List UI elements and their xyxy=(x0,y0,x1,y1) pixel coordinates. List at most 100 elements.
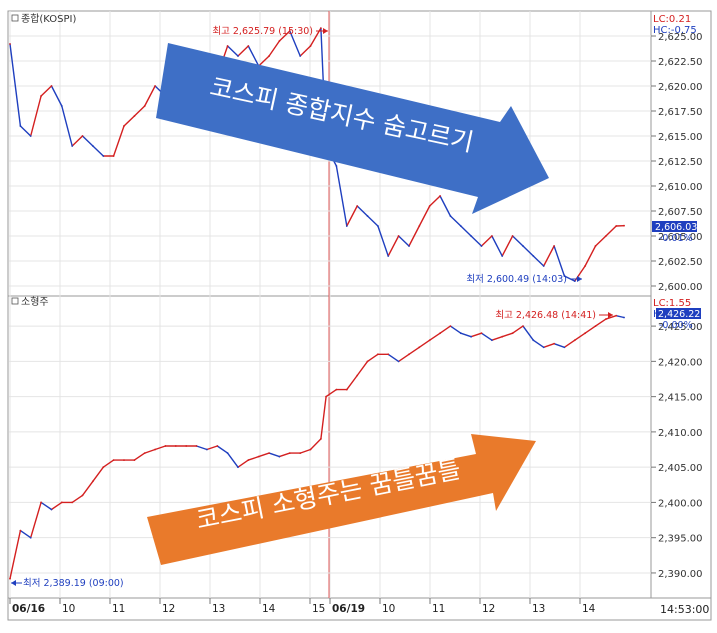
panel-menu-icon[interactable] xyxy=(12,298,18,304)
x-tick-label: 12 xyxy=(162,603,175,615)
kospi-data-point xyxy=(9,43,11,45)
kospi-data-point xyxy=(40,95,42,97)
kospi-data-point xyxy=(623,225,625,227)
kospi-data-point xyxy=(82,135,84,137)
smallcap-data-point xyxy=(501,336,503,338)
kospi-lc-indicator: LC:0.21 xyxy=(653,14,691,25)
kospi-data-point xyxy=(595,245,597,247)
smallcap-data-point xyxy=(450,325,452,327)
smallcap-data-point xyxy=(237,466,239,468)
kospi-data-point xyxy=(154,85,156,87)
kospi-data-point xyxy=(144,105,146,107)
smallcap-data-point xyxy=(134,459,136,461)
kospi-data-point xyxy=(615,225,617,227)
smallcap-data-point xyxy=(175,445,177,447)
kospi-data-point xyxy=(439,195,441,197)
smallcap-data-point xyxy=(418,346,420,348)
kospi-data-point xyxy=(429,205,431,207)
kospi-data-point xyxy=(377,225,379,227)
kospi-data-point xyxy=(71,145,73,147)
x-tick-label: 13 xyxy=(212,603,225,615)
smallcap-data-point xyxy=(247,459,249,461)
kospi-data-point xyxy=(460,225,462,227)
smallcap-data-point xyxy=(356,375,358,377)
kospi-data-point xyxy=(20,125,22,127)
smallcap-data-point xyxy=(123,459,125,461)
smallcap-data-point xyxy=(336,389,338,391)
smallcap-data-point xyxy=(439,332,441,334)
smallcap-data-point xyxy=(258,456,260,458)
smallcap-high-annotation: 최고 2,426.48 (14:41) xyxy=(495,310,596,321)
kospi-data-point xyxy=(247,45,249,47)
kospi-data-point xyxy=(418,225,420,227)
kospi-last-change: -0.01% xyxy=(659,233,693,244)
kospi-data-point xyxy=(470,235,472,237)
y-tick-label: 2,415.00 xyxy=(658,393,703,404)
smallcap-data-point xyxy=(605,318,607,320)
smallcap-data-point xyxy=(289,452,291,454)
x-tick-label: 12 xyxy=(482,603,495,615)
smallcap-last-value: 2,426.22 xyxy=(658,309,700,320)
smallcap-data-point xyxy=(491,339,493,341)
kospi-high-annotation: 최고 2,625.79 (15:30) xyxy=(212,26,313,37)
smallcap-low-annotation: 최저 2,389.19 (09:00) xyxy=(23,578,124,589)
smallcap-data-point xyxy=(82,495,84,497)
kospi-data-point xyxy=(299,55,301,57)
smallcap-data-point xyxy=(543,346,545,348)
smallcap-lc-indicator: LC:1.55 xyxy=(653,298,691,309)
x-tick-label: 06/16 xyxy=(12,603,45,615)
kospi-data-point xyxy=(398,235,400,237)
smallcap-data-point xyxy=(553,343,555,345)
smallcap-data-point xyxy=(512,332,514,334)
kospi-data-point xyxy=(51,85,53,87)
x-tick-label: 10 xyxy=(382,603,395,615)
y-tick-label: 2,617.50 xyxy=(658,107,703,118)
smallcap-data-point xyxy=(522,325,524,327)
x-tick-label: 14 xyxy=(262,603,276,615)
smallcap-data-point xyxy=(387,353,389,355)
kospi-data-point xyxy=(92,145,94,147)
x-tick-label: 06/19 xyxy=(332,603,365,615)
kospi-data-point xyxy=(543,265,545,267)
y-tick-label: 2,607.50 xyxy=(658,207,703,218)
smallcap-data-point xyxy=(470,336,472,338)
kospi-data-point xyxy=(113,155,115,157)
smallcap-panel-title: 소형주 xyxy=(21,296,49,308)
smallcap-data-point xyxy=(20,530,22,532)
y-tick-label: 2,602.50 xyxy=(658,257,703,268)
smallcap-data-point xyxy=(40,502,42,504)
y-tick-label: 2,620.00 xyxy=(658,82,703,93)
y-tick-label: 2,615.00 xyxy=(658,132,703,143)
y-tick-label: 2,390.00 xyxy=(658,569,703,580)
kospi-data-point xyxy=(320,27,322,29)
smallcap-data-point xyxy=(377,353,379,355)
smallcap-data-point xyxy=(279,456,281,458)
smallcap-data-point xyxy=(320,438,322,440)
x-tick-label: 13 xyxy=(532,603,545,615)
kospi-data-point xyxy=(61,105,63,107)
smallcap-data-point xyxy=(102,466,104,468)
y-tick-label: 2,400.00 xyxy=(658,498,703,509)
smallcap-last-change: -0.00% xyxy=(659,320,693,331)
y-tick-label: 2,395.00 xyxy=(658,534,703,545)
smallcap-data-point xyxy=(584,332,586,334)
x-tick-label: 14 xyxy=(582,603,596,615)
panel-menu-icon[interactable] xyxy=(12,15,18,21)
smallcap-data-point xyxy=(398,361,400,363)
kospi-data-point xyxy=(553,245,555,247)
kospi-data-point xyxy=(356,205,358,207)
current-time-label: 14:53:00 xyxy=(660,603,709,616)
smallcap-data-point xyxy=(206,449,208,451)
smallcap-data-point xyxy=(325,396,327,398)
smallcap-data-point xyxy=(481,332,483,334)
kospi-hc-indicator: HC:-0.75 xyxy=(653,25,697,36)
smallcap-data-point xyxy=(196,445,198,447)
kospi-data-point xyxy=(279,40,281,42)
kospi-data-point xyxy=(123,125,125,127)
smallcap-data-point xyxy=(216,445,218,447)
smallcap-data-point xyxy=(429,339,431,341)
kospi-data-point xyxy=(268,55,270,57)
smallcap-data-point xyxy=(185,445,187,447)
smallcap-data-point xyxy=(532,339,534,341)
